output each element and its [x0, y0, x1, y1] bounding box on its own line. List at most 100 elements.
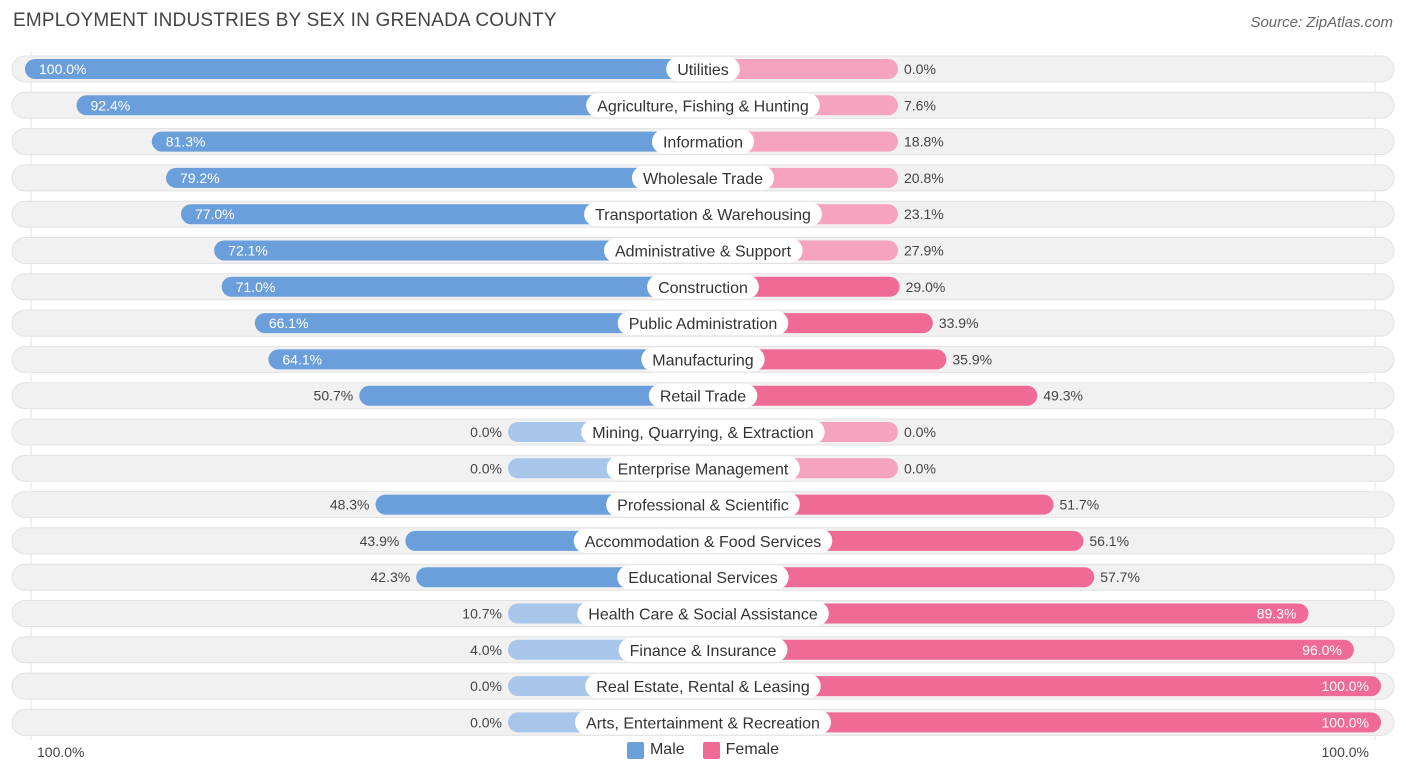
category-label-bg	[617, 311, 789, 336]
female-value-label: 49.3%	[1043, 388, 1083, 404]
axis-left-label: 100.0%	[37, 744, 85, 760]
category-label-bg	[617, 565, 789, 590]
bar-row: 0.0% 100.0% Arts, Entertainment & Recreati…	[11, 708, 1395, 736]
male-bar	[76, 95, 703, 116]
bar-row: 0.0% 0.0% Mining, Quarrying, & Extraction	[11, 418, 1395, 446]
male-value-label: 92.4%	[91, 97, 131, 113]
male-value-label: 43.9%	[360, 533, 400, 549]
male-bar	[25, 59, 703, 79]
bar-row: 100.0% 0.0% Utilities	[11, 55, 1395, 83]
bar-row: 77.0% 23.1% Transportation & Warehousing	[11, 200, 1395, 228]
category-label-bg	[651, 129, 755, 154]
bar-row: 64.1% 35.9% Manufacturing	[11, 345, 1395, 373]
legend-label-male: Male	[649, 741, 685, 758]
category-label: Wholesale Trade	[643, 171, 763, 188]
category-label-bg	[573, 528, 833, 553]
female-bar	[703, 567, 1095, 588]
female-value-label: 29.0%	[906, 279, 946, 295]
category-label: Mining, Quarrying, & Extraction	[592, 425, 813, 442]
male-value-label: 10.7%	[462, 606, 502, 622]
category-label-bg	[648, 383, 758, 408]
category-label-bg	[577, 601, 829, 626]
category-label: Enterprise Management	[618, 461, 789, 478]
male-bar	[166, 167, 704, 188]
category-label: Administrative & Support	[615, 244, 792, 261]
category-label-bg	[641, 347, 765, 372]
legend-item-female: Female	[702, 741, 779, 759]
female-value-label: 20.8%	[904, 170, 944, 186]
chart-canvas: 100.0% 0.0% Utilities 92.4% 7.6% Agriculture,…	[11, 52, 1395, 740]
bar-row: 50.7% 49.3% Retail Trade	[11, 382, 1395, 410]
female-value-label: 35.9%	[952, 351, 992, 367]
female-bar	[703, 676, 1381, 697]
category-label-bg	[603, 238, 803, 263]
category-label-bg	[586, 93, 820, 118]
category-label-bg	[618, 637, 788, 662]
male-bar	[268, 349, 703, 370]
male-value-label: 50.7%	[314, 388, 354, 404]
female-value-label: 57.7%	[1100, 569, 1140, 585]
legend-swatch-female	[702, 741, 720, 759]
bar-row: 0.0% 0.0% Enterprise Management	[11, 454, 1395, 482]
female-bar	[703, 59, 898, 79]
male-bar	[221, 276, 703, 297]
category-label: Health Care & Social Assistance	[588, 607, 818, 624]
category-label: Real Estate, Rental & Leasing	[596, 679, 809, 696]
bar-row: 71.0% 29.0% Construction	[11, 273, 1395, 301]
female-value-label: 56.1%	[1089, 533, 1129, 549]
category-label-bg	[631, 165, 775, 190]
female-bar	[703, 349, 947, 370]
male-value-label: 100.0%	[39, 61, 86, 77]
female-bar	[703, 712, 1381, 733]
category-label: Retail Trade	[660, 389, 746, 406]
category-label: Arts, Entertainment & Recreation	[586, 715, 820, 732]
category-label-bg	[647, 274, 759, 299]
female-value-label: 100.0%	[1322, 678, 1369, 694]
source-credit: Source: ZipAtlas.com	[1250, 14, 1393, 31]
female-bar	[703, 603, 1309, 624]
male-value-label: 42.3%	[371, 569, 411, 585]
female-value-label: 51.7%	[1060, 497, 1100, 513]
category-label: Agriculture, Fishing & Hunting	[597, 98, 809, 115]
axis-right-label: 100.0%	[1321, 744, 1369, 760]
bar-row: 42.3% 57.7% Educational Services	[11, 563, 1395, 591]
male-value-label: 4.0%	[470, 642, 502, 658]
male-value-label: 64.1%	[282, 351, 322, 367]
category-label-bg	[581, 420, 825, 444]
female-bar	[703, 385, 1038, 406]
category-label: Accommodation & Food Services	[585, 534, 822, 551]
category-label: Public Administration	[629, 316, 778, 333]
male-value-label: 81.3%	[166, 134, 206, 150]
chart-title: EMPLOYMENT INDUSTRIES BY SEX IN GRENADA …	[13, 10, 557, 31]
female-value-label: 100.0%	[1322, 714, 1369, 730]
female-value-label: 27.9%	[904, 243, 944, 259]
bar-row: 4.0% 96.0% Finance & Insurance	[11, 636, 1395, 664]
bar-row: 79.2% 20.8% Wholesale Trade	[11, 164, 1395, 192]
category-label: Manufacturing	[652, 352, 753, 369]
bar-row: 72.1% 27.9% Administrative & Support	[11, 237, 1395, 264]
male-bar	[214, 240, 704, 261]
category-label: Professional & Scientific	[617, 498, 789, 515]
category-label-bg	[585, 674, 821, 699]
male-bar	[254, 313, 704, 334]
category-label: Transportation & Warehousing	[595, 207, 811, 224]
legend-item-male: Male	[626, 741, 685, 759]
male-value-label: 0.0%	[470, 714, 502, 730]
category-label-bg	[584, 202, 822, 227]
female-value-label: 18.8%	[904, 134, 944, 150]
legend-swatch-male	[626, 741, 644, 759]
female-bar	[703, 639, 1354, 660]
female-value-label: 23.1%	[904, 206, 944, 222]
category-label: Construction	[658, 280, 748, 297]
category-label: Information	[663, 135, 743, 152]
category-label: Educational Services	[628, 570, 777, 587]
male-value-label: 77.0%	[195, 206, 235, 222]
male-bar	[151, 131, 703, 152]
category-label-bg	[666, 57, 740, 81]
female-value-label: 0.0%	[904, 424, 936, 440]
bar-row: 66.1% 33.9% Public Administration	[11, 309, 1395, 337]
male-value-label: 79.2%	[180, 170, 220, 186]
female-value-label: 33.9%	[939, 315, 979, 331]
bar-row: 81.3% 18.8% Information	[11, 128, 1395, 156]
legend: Male Female	[0, 741, 1406, 759]
